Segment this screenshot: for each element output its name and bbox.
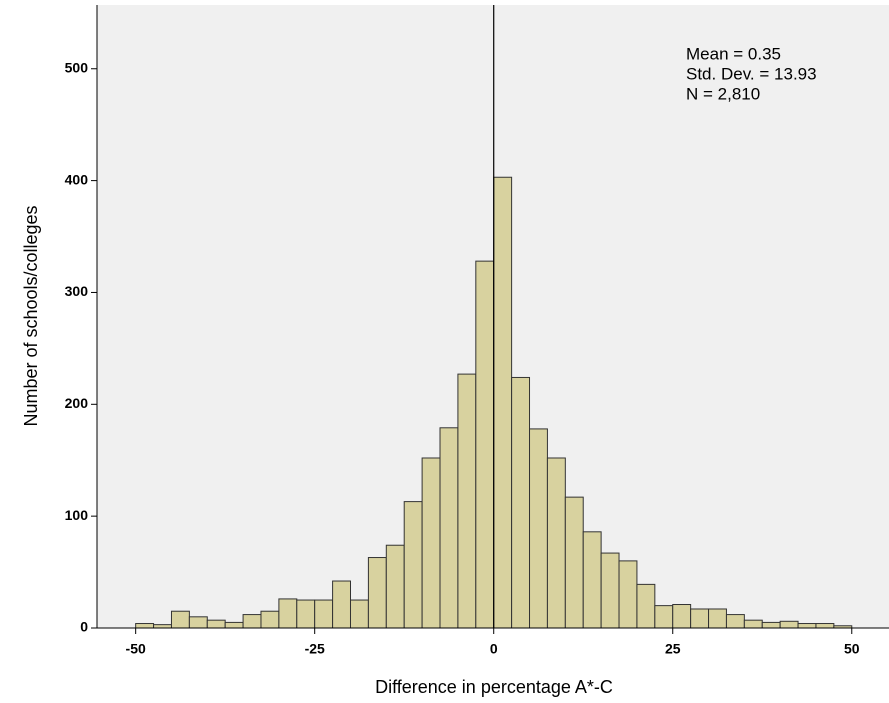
bar: [672, 604, 692, 629]
bar: [224, 621, 244, 629]
bar: [546, 457, 566, 629]
bar: [636, 583, 656, 629]
y-axis-title: Number of schools/colleges: [21, 205, 41, 426]
bar: [314, 599, 334, 629]
bar: [582, 531, 602, 629]
bar: [385, 544, 405, 629]
bar: [278, 598, 298, 629]
bar: [296, 599, 316, 629]
bar: [188, 616, 208, 629]
bar: [654, 605, 674, 629]
bar: [511, 376, 531, 629]
y-tick-label: 0: [80, 619, 88, 635]
annotation: N = 2,810: [686, 84, 760, 103]
bar: [403, 501, 423, 629]
y-tick-label: 200: [65, 395, 89, 411]
y-tick-label: 400: [65, 171, 89, 187]
annotation: Std. Dev. = 13.93: [686, 64, 817, 83]
bar: [493, 176, 513, 629]
bar: [725, 614, 745, 629]
bar: [349, 599, 369, 629]
bar: [421, 457, 441, 629]
bar: [475, 260, 495, 629]
bar: [708, 608, 727, 629]
y-tick-label: 300: [65, 283, 89, 299]
x-tick-label: 50: [844, 641, 860, 657]
bar: [618, 560, 638, 629]
bar: [153, 624, 172, 629]
bar: [797, 623, 817, 629]
bar: [170, 610, 190, 629]
y-tick-label: 100: [65, 507, 89, 523]
bar: [600, 552, 620, 629]
y-tick-label: 500: [65, 59, 89, 75]
bar: [206, 619, 226, 629]
bar: [761, 621, 781, 629]
annotation: Mean = 0.35: [686, 44, 781, 63]
bar: [564, 496, 584, 629]
x-tick-label: -25: [305, 641, 325, 657]
bar: [242, 614, 262, 629]
bar: [457, 373, 477, 629]
bar: [332, 580, 351, 629]
x-tick-label: -50: [126, 641, 146, 657]
bar: [135, 623, 155, 629]
bar: [743, 619, 763, 629]
bar: [260, 610, 280, 629]
bar: [815, 623, 835, 629]
x-tick-label: 0: [490, 641, 498, 657]
bar: [690, 608, 710, 629]
x-axis-title: Difference in percentage A*-C: [375, 677, 613, 697]
bar: [529, 428, 548, 629]
x-tick-label: 25: [665, 641, 681, 657]
bar: [367, 557, 387, 629]
bar: [439, 427, 459, 629]
bar: [779, 620, 799, 629]
